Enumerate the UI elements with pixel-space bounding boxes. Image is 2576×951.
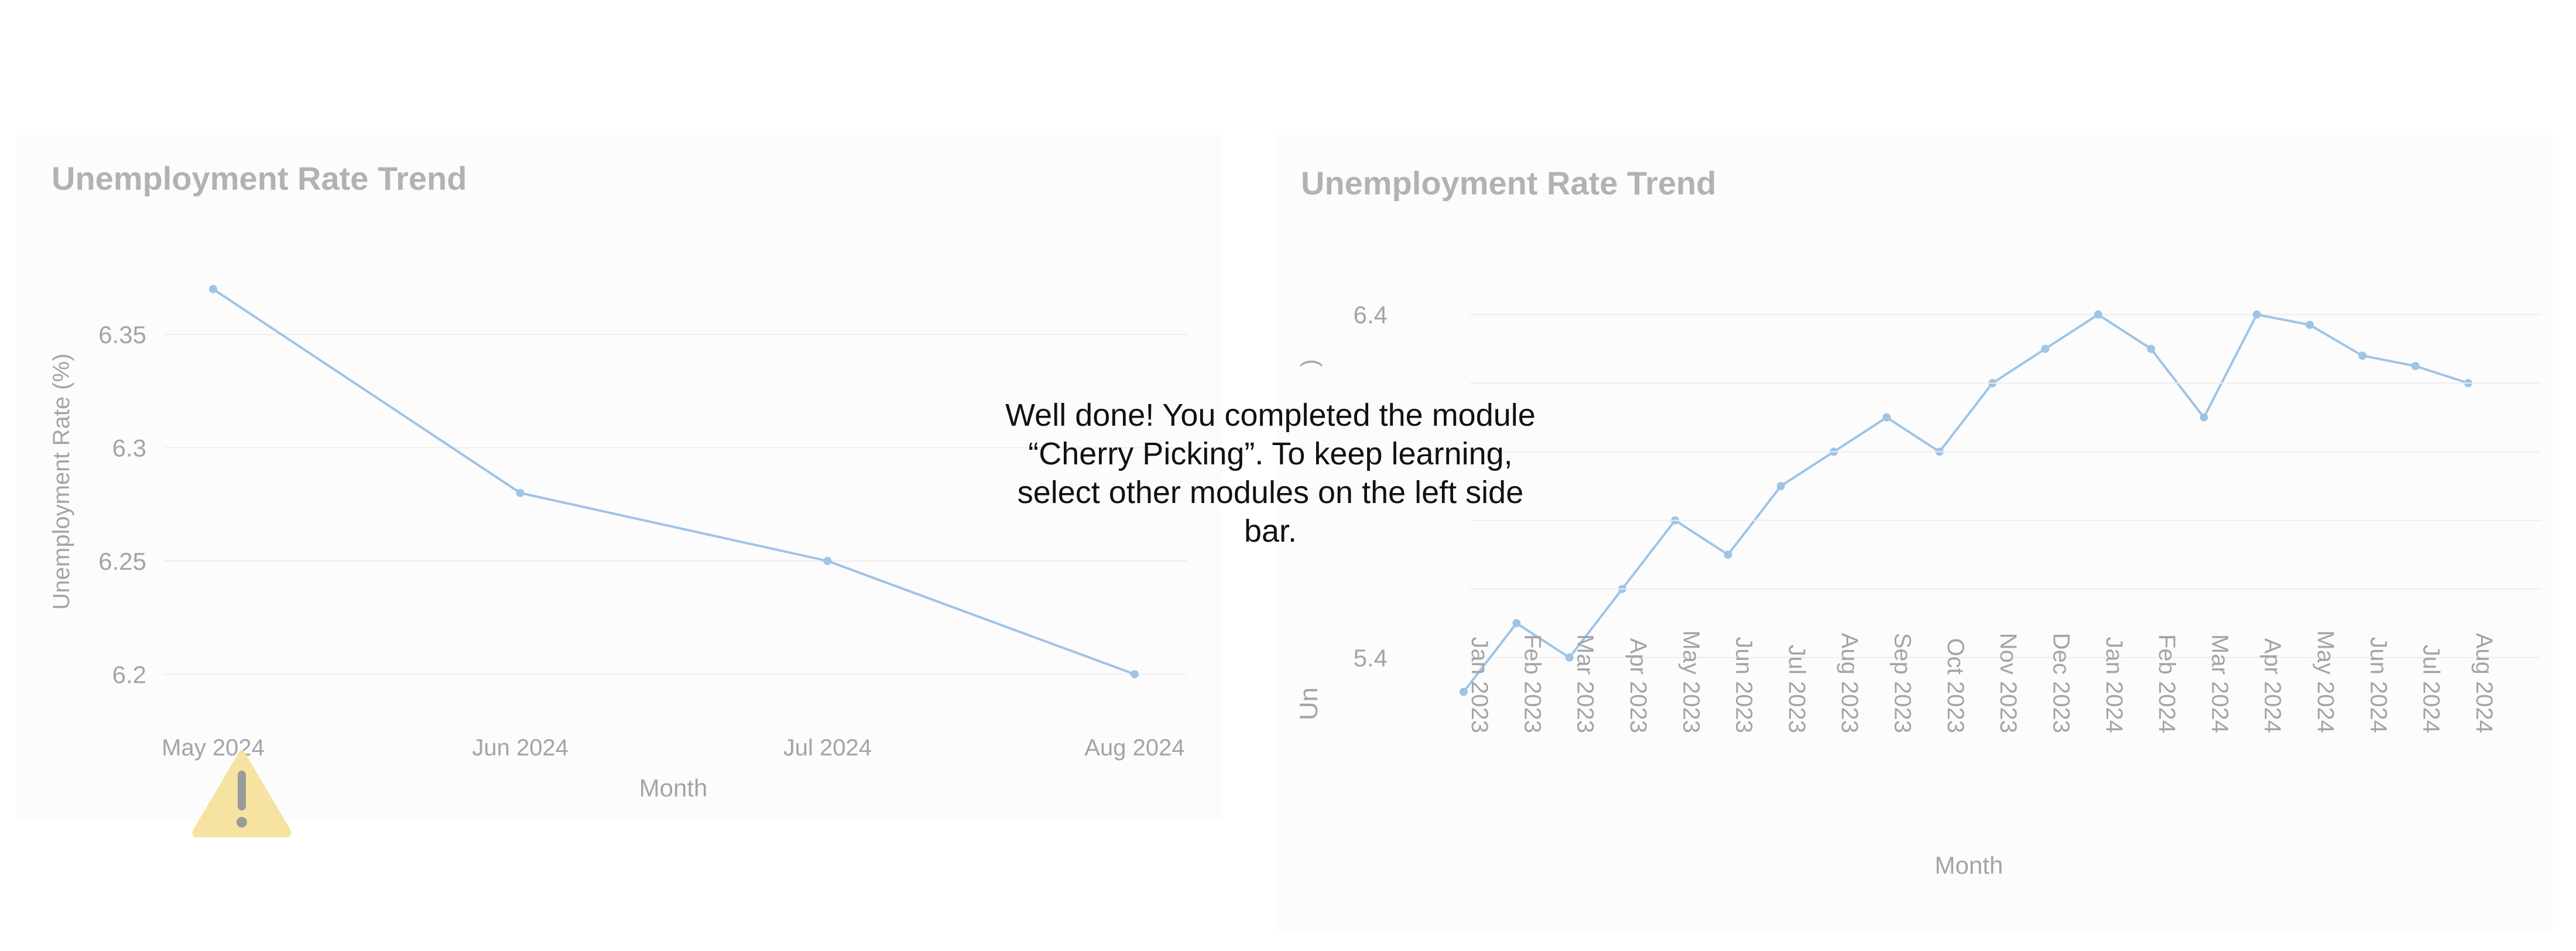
data-point (2306, 320, 2314, 329)
data-point (2358, 351, 2367, 360)
x-tick-label: Mar 2023 (1573, 634, 1598, 733)
y-axis-label: Unemployment Rate (%) (49, 354, 74, 610)
data-point (2094, 310, 2102, 319)
data-point (2252, 310, 2261, 319)
message-line: bar. (1244, 514, 1297, 549)
x-tick-label: Feb 2023 (1519, 634, 1545, 733)
module-complete-message: Well done! You completed the module “Che… (995, 396, 1546, 550)
y-tick-label: 5.4 (1354, 644, 1388, 672)
x-tick-label: Apr 2024 (2260, 638, 2286, 733)
x-tick-label: Aug 2024 (2471, 633, 2497, 733)
data-point (823, 556, 832, 565)
data-point (516, 488, 525, 497)
x-axis-label: Month (1935, 851, 2003, 879)
x-tick-label: Oct 2023 (1943, 638, 1968, 733)
data-point (1565, 653, 1574, 662)
y-tick-label: 6.3 (112, 434, 146, 461)
y-tick-label: 6.25 (98, 548, 146, 575)
message-line: select other modules on the left side (1017, 475, 1524, 510)
x-axis-label: Month (639, 774, 708, 802)
x-tick-label: Jun 2024 (472, 735, 568, 761)
data-point (1724, 550, 1732, 559)
right-chart-panel: Unemployment Rate Trend 5.4 6.4 Un) Jan 202… (1276, 135, 2553, 931)
left-chart-panel: Unemployment Rate Trend 6.2 6.25 6.3 6.35 Un… (16, 135, 1222, 837)
x-tick-label: Nov 2023 (1995, 633, 2021, 733)
x-tick-label: Aug 2024 (1084, 735, 1184, 761)
x-tick-label: Aug 2023 (1837, 633, 1862, 733)
y-tick-label: 6.2 (112, 661, 146, 688)
warning-triangle-icon[interactable] (192, 750, 292, 837)
x-tick-label: May 2023 (1678, 630, 1704, 733)
y-axis-label-fragment: Un (1294, 687, 1323, 720)
x-tick-label: Jan 2023 (1467, 637, 1492, 733)
data-point (1512, 619, 1521, 628)
y-tick-label: 6.4 (1354, 301, 1388, 329)
x-tick-label: Jan 2024 (2101, 637, 2127, 733)
data-point (1460, 687, 1468, 696)
message-line: Well done! You completed the module (1005, 398, 1536, 433)
data-point (2411, 362, 2420, 370)
data-point (2147, 344, 2156, 353)
x-tick-label: Jul 2024 (2419, 645, 2444, 733)
data-point (1882, 413, 1891, 422)
data-point (1776, 482, 1785, 490)
series-line (1462, 313, 2469, 693)
x-tick-label: Sep 2023 (1890, 633, 1916, 733)
x-tick-label: Jul 2024 (783, 735, 872, 761)
x-tick-label: May 2024 (2313, 630, 2338, 733)
x-tick-label: Feb 2024 (2154, 634, 2180, 733)
x-tick-label: May 2024 (162, 735, 265, 761)
series-line (212, 288, 1135, 676)
message-line: “Cherry Picking”. To keep learning, (1028, 436, 1513, 471)
x-tick-label: Apr 2023 (1625, 638, 1651, 733)
data-point (1131, 670, 1139, 679)
right-line-chart: 5.4 6.4 Un) Jan 2023 Feb 2023 Mar 2023 Apr 202… (1294, 301, 2541, 879)
left-line-chart: 6.2 6.25 6.3 6.35 Unemployment Rate (%) May 2… (49, 285, 1187, 802)
left-chart-title: Unemployment Rate Trend (52, 160, 467, 197)
right-chart-title: Unemployment Rate Trend (1301, 165, 1717, 201)
y-tick-label: 6.35 (98, 321, 146, 348)
x-tick-label: Jun 2023 (1731, 637, 1757, 733)
x-tick-label: Jun 2024 (2365, 637, 2391, 733)
data-point (209, 285, 217, 293)
data-point (2200, 413, 2208, 422)
y-axis-label-fragment: ) (1297, 359, 1323, 367)
x-tick-label: Jul 2023 (1784, 645, 1810, 733)
data-point (2041, 344, 2050, 353)
x-tick-label: Mar 2024 (2207, 634, 2232, 733)
x-tick-label: Dec 2023 (2048, 633, 2074, 733)
